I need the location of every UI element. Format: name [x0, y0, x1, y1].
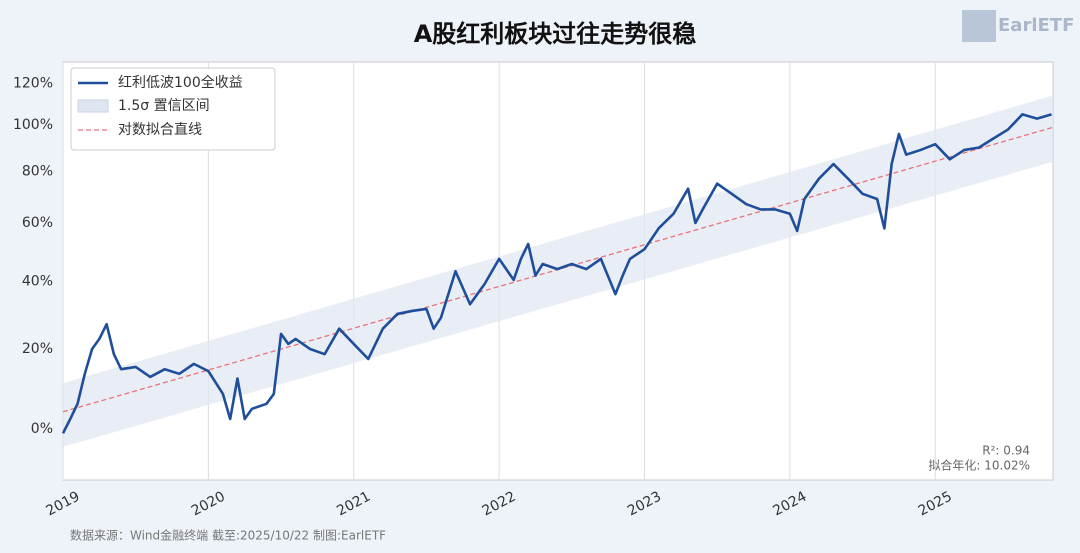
x-tick-label: 2020 [189, 489, 228, 520]
x-tick-label: 2025 [916, 489, 955, 520]
y-tick-label: 80% [22, 163, 53, 179]
y-tick-label: 40% [22, 273, 53, 289]
logo-icon [962, 10, 996, 42]
x-tick-label: 2024 [770, 489, 809, 520]
confidence-band [63, 95, 1053, 447]
y-tick-label: 20% [22, 341, 53, 357]
legend-label: 对数拟合直线 [118, 121, 202, 138]
source: 数据来源：Wind金融终端 截至:2025/10/22 制图:EarlETF [70, 528, 386, 543]
annotation: R²: 0.94 [982, 444, 1030, 458]
logo: EarlETF [998, 15, 1074, 36]
annotation: 拟合年化: 10.02% [928, 458, 1030, 473]
y-tick-label: 60% [22, 215, 53, 231]
y-tick-label: 100% [13, 117, 53, 133]
legend-label: 红利低波100全收益 [118, 74, 243, 91]
legend-box [70, 67, 276, 151]
series-line [61, 113, 1052, 434]
x-tick-label: 2023 [625, 489, 664, 520]
legend-swatch [77, 99, 109, 113]
y-tick-label: 0% [31, 421, 53, 437]
x-tick-label: 2019 [44, 489, 83, 520]
x-tick-label: 2021 [334, 489, 373, 520]
chart-title: A股红利板块过往走势很稳 [414, 20, 697, 48]
legend-label: 1.5σ 置信区间 [118, 98, 210, 114]
x-tick-label: 2022 [480, 489, 519, 520]
y-tick-label: 120% [13, 75, 53, 91]
